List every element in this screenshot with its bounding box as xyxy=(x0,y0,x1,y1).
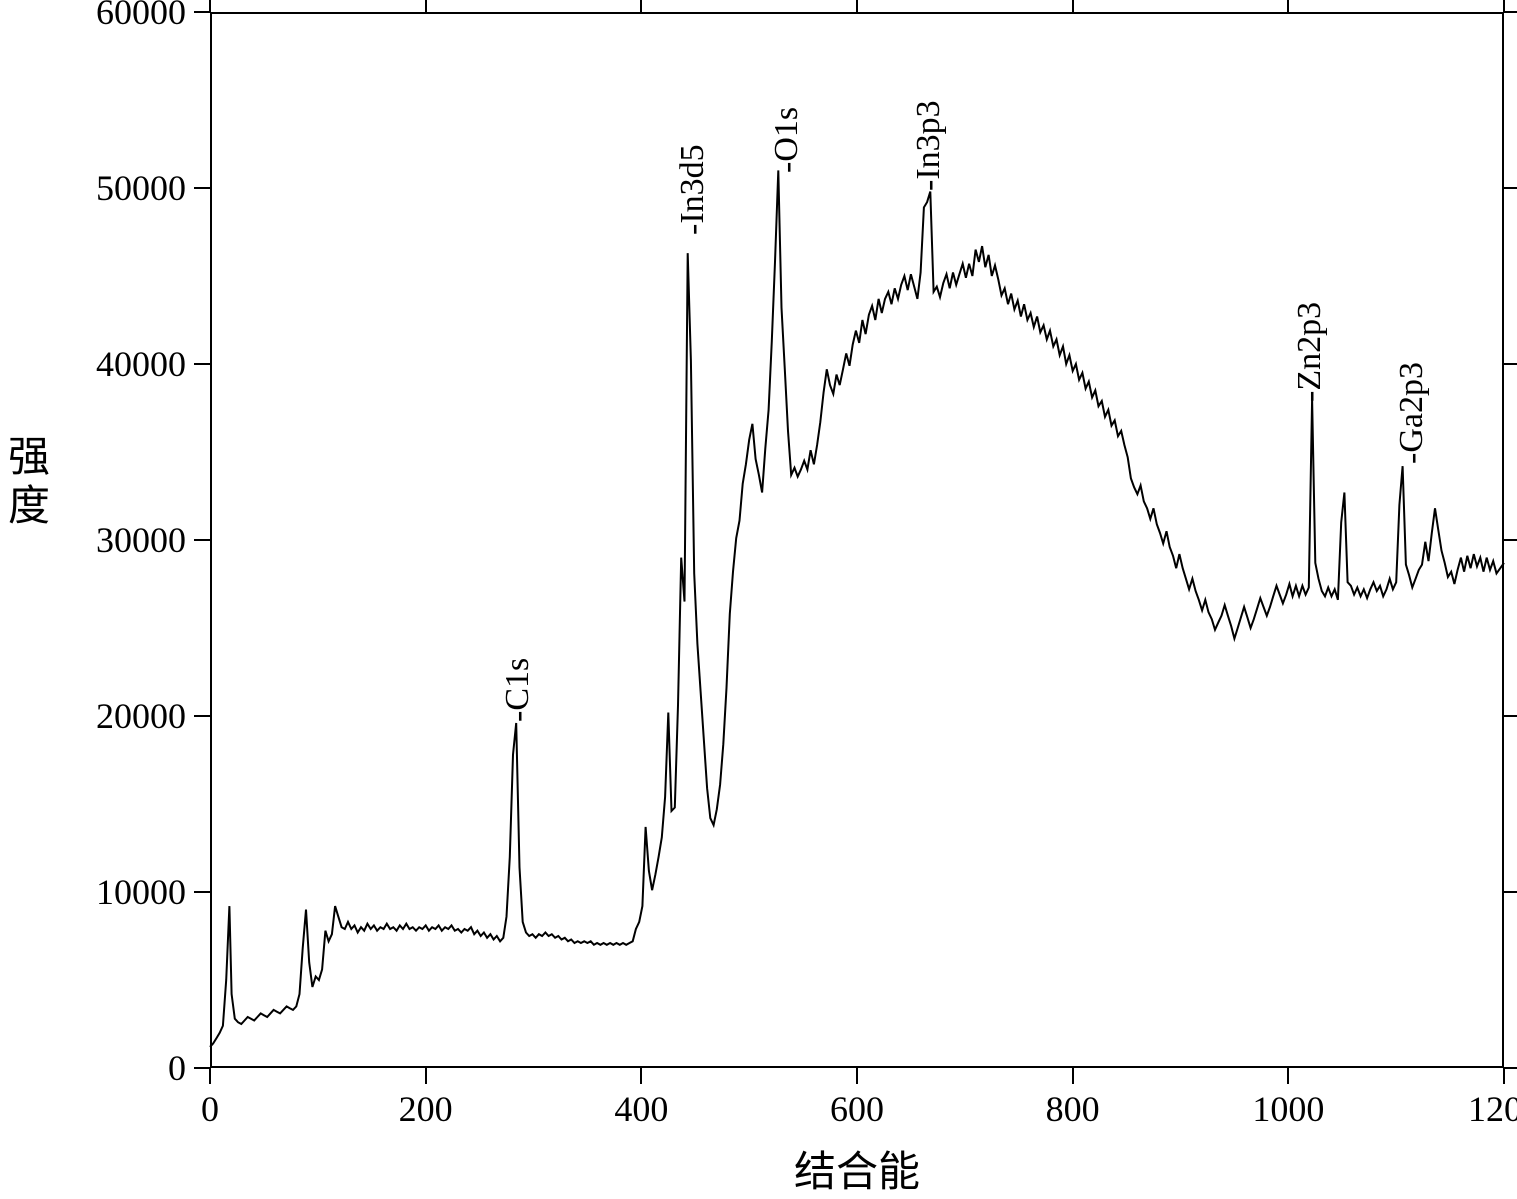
y-tick xyxy=(194,363,210,365)
x-tick xyxy=(640,1068,642,1084)
y-tick xyxy=(1504,187,1517,189)
x-tick xyxy=(856,0,858,12)
x-tick xyxy=(1072,0,1074,12)
y-tick xyxy=(1504,539,1517,541)
x-tick xyxy=(1287,1068,1289,1084)
x-tick xyxy=(1072,1068,1074,1084)
y-tick-label: 40000 xyxy=(96,343,186,385)
y-tick xyxy=(1504,363,1517,365)
x-tick-label: 0 xyxy=(201,1088,219,1130)
y-tick xyxy=(1504,1067,1517,1069)
y-tick xyxy=(194,1067,210,1069)
y-tick-label: 30000 xyxy=(96,519,186,561)
x-tick-label: 800 xyxy=(1046,1088,1100,1130)
y-tick xyxy=(194,891,210,893)
xps-spectrum-figure: 0 200 400 600 800 1000 1200 0 10000 20000 30000 400… xyxy=(0,0,1517,1194)
y-tick-label: 50000 xyxy=(96,167,186,209)
peak-label: -O1s xyxy=(768,107,806,173)
y-tick-label: 60000 xyxy=(96,0,186,33)
x-tick xyxy=(640,0,642,12)
peak-label: -In3d5 xyxy=(674,144,712,235)
y-tick xyxy=(1504,715,1517,717)
y-axis-label: 强 度 xyxy=(8,434,50,531)
x-tick-label: 200 xyxy=(399,1088,453,1130)
peak-label: -Zn2p3 xyxy=(1291,302,1329,402)
spectrum-line xyxy=(0,0,1517,1194)
x-tick-label: 1000 xyxy=(1252,1088,1324,1130)
peak-label: -Ga2p3 xyxy=(1393,362,1431,464)
y-tick-label: 10000 xyxy=(96,871,186,913)
peak-label: -In3p3 xyxy=(910,100,948,191)
y-tick-label: 0 xyxy=(168,1047,186,1089)
y-tick xyxy=(1504,11,1517,13)
x-tick xyxy=(856,1068,858,1084)
x-tick xyxy=(209,1068,211,1084)
x-tick xyxy=(1287,0,1289,12)
y-tick xyxy=(194,539,210,541)
x-tick-label: 1200 xyxy=(1468,1088,1517,1130)
y-tick xyxy=(1504,891,1517,893)
y-tick xyxy=(194,187,210,189)
x-tick-label: 400 xyxy=(614,1088,668,1130)
x-tick xyxy=(425,0,427,12)
y-tick-label: 20000 xyxy=(96,695,186,737)
peak-label: -C1s xyxy=(499,658,537,722)
x-tick-label: 600 xyxy=(830,1088,884,1130)
y-tick xyxy=(194,11,210,13)
x-tick xyxy=(425,1068,427,1084)
x-tick xyxy=(1503,1068,1505,1084)
y-tick xyxy=(194,715,210,717)
x-axis-label: 结合能 xyxy=(794,1138,920,1199)
